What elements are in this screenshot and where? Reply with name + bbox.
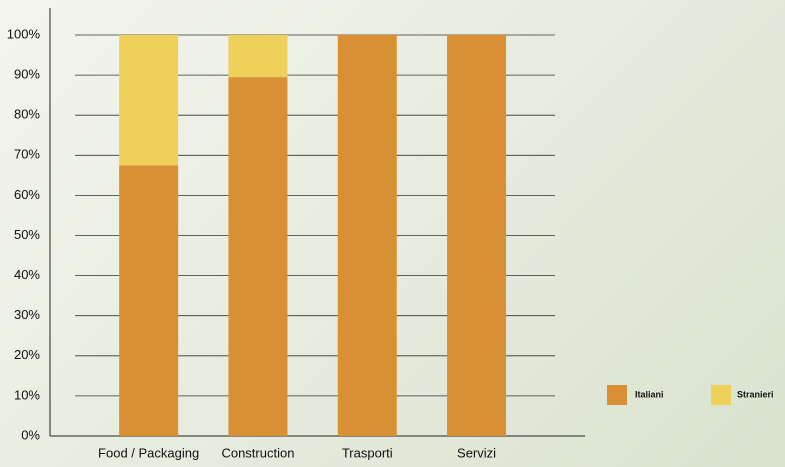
- y-tick-label: 0%: [21, 427, 40, 442]
- bar-segment: [228, 77, 288, 436]
- y-tick-label: 40%: [14, 267, 40, 282]
- y-tick-label: 60%: [14, 187, 40, 202]
- x-tick-label: Food / Packaging: [98, 445, 199, 460]
- bar-segment: [119, 35, 179, 166]
- y-tick-label: 80%: [14, 107, 40, 122]
- y-tick-label: 90%: [14, 67, 40, 82]
- y-tick-label: 70%: [14, 147, 40, 162]
- bar-segment: [447, 35, 507, 436]
- bar-segment: [337, 35, 397, 436]
- y-tick-label: 100%: [7, 26, 41, 41]
- x-tick-label: Trasporti: [342, 445, 393, 460]
- legend-swatch: [607, 385, 627, 405]
- y-tick-label: 20%: [14, 347, 40, 362]
- legend-label: Stranieri: [737, 389, 774, 399]
- bar-segment: [119, 165, 179, 436]
- legend-label: Italiani: [635, 389, 664, 399]
- y-tick-label: 10%: [14, 387, 40, 402]
- bar-segment: [228, 35, 288, 78]
- legend-swatch: [711, 385, 731, 405]
- x-tick-label: Construction: [221, 445, 294, 460]
- y-tick-label: 30%: [14, 307, 40, 322]
- y-tick-label: 50%: [14, 227, 40, 242]
- x-tick-label: Servizi: [457, 445, 496, 460]
